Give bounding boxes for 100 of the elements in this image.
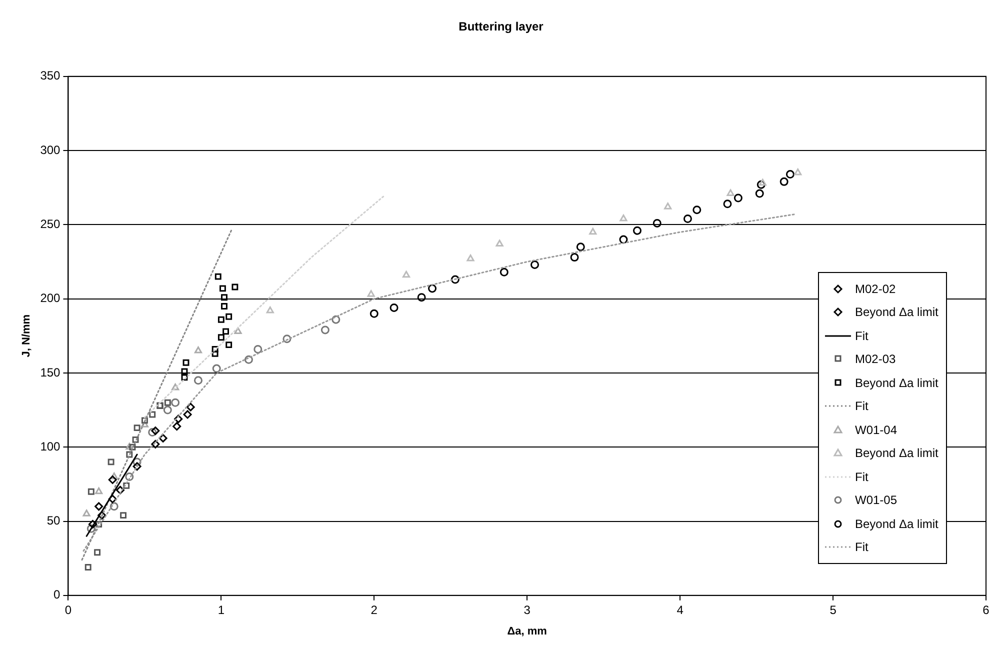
point (619, 235, 628, 244)
y-tick-label: 300 (40, 142, 61, 157)
point (151, 426, 160, 436)
point (181, 368, 188, 375)
point (163, 406, 172, 414)
point (320, 326, 330, 334)
point (226, 342, 232, 348)
point (84, 564, 92, 570)
point (158, 434, 168, 442)
point (530, 260, 540, 269)
legend-label: M02-02 (855, 282, 896, 296)
point (620, 214, 628, 222)
point (110, 502, 118, 511)
point (222, 328, 229, 335)
legend-label: Beyond Δa limit (855, 516, 938, 531)
point (466, 254, 474, 262)
chart-title: Buttering layer (458, 20, 544, 34)
line-series (82, 214, 796, 552)
point (182, 359, 190, 366)
x-tick-label: 2 (370, 602, 378, 617)
point (194, 376, 202, 385)
y-axis-title: J, N/mm (20, 314, 33, 358)
x-axis-title: Δa, mm (507, 625, 548, 638)
point (123, 482, 130, 489)
x-tick-label: 5 (830, 602, 837, 617)
point (576, 242, 585, 252)
point (171, 398, 180, 407)
point (88, 520, 97, 528)
point (86, 524, 96, 533)
point (140, 420, 148, 428)
point (110, 472, 118, 480)
point (218, 334, 224, 341)
point (221, 303, 228, 310)
point (94, 502, 104, 511)
point (151, 440, 160, 448)
point (734, 194, 742, 202)
point (132, 458, 142, 466)
point (214, 273, 222, 280)
point (402, 270, 410, 278)
point (664, 202, 672, 210)
point (186, 402, 195, 412)
point (132, 436, 139, 443)
point (141, 417, 148, 424)
point (129, 444, 136, 450)
point (94, 549, 101, 556)
point (172, 384, 180, 390)
point (450, 275, 460, 284)
point (88, 488, 94, 495)
point (428, 284, 437, 293)
point (632, 226, 642, 235)
point (164, 399, 171, 406)
point (181, 374, 188, 381)
x-tick-label: 0 (64, 602, 72, 617)
x-tick-label: 6 (982, 602, 990, 617)
point (149, 411, 156, 418)
y-tick-label: 250 (40, 217, 61, 231)
point (692, 206, 702, 214)
point (234, 327, 242, 334)
legend-label: Fit (855, 540, 868, 554)
point (780, 177, 788, 186)
point (390, 303, 398, 312)
point (500, 268, 508, 276)
point (96, 521, 102, 528)
point (120, 512, 127, 519)
point (172, 422, 182, 431)
legend-label: Beyond Δa limit (855, 446, 938, 460)
point (254, 344, 262, 354)
point (266, 306, 274, 314)
point (786, 170, 794, 179)
point (82, 510, 90, 516)
point (125, 472, 134, 482)
legend-label: M02-03 (855, 352, 896, 366)
y-tick-label: 200 (40, 291, 61, 306)
point (226, 313, 232, 320)
point (652, 218, 662, 228)
point (758, 178, 766, 186)
y-tick-label: 50 (46, 514, 61, 528)
point (794, 168, 802, 176)
point (367, 290, 375, 297)
point (212, 346, 218, 352)
point (332, 315, 340, 324)
point (232, 284, 238, 290)
point (570, 253, 579, 262)
x-tick-label: 3 (524, 602, 531, 617)
point (370, 309, 378, 318)
point (134, 424, 140, 432)
point (219, 285, 226, 292)
point (183, 410, 192, 419)
point (496, 240, 504, 246)
point (126, 442, 134, 450)
legend-label: Fit (855, 470, 868, 484)
point (108, 494, 117, 504)
y-tick-label: 0 (54, 588, 61, 602)
point (174, 414, 183, 424)
point (244, 355, 253, 364)
y-tick-label: 100 (40, 439, 61, 454)
x-tick-label: 4 (676, 602, 684, 617)
point (683, 214, 692, 224)
point (212, 364, 221, 373)
point (218, 316, 224, 323)
